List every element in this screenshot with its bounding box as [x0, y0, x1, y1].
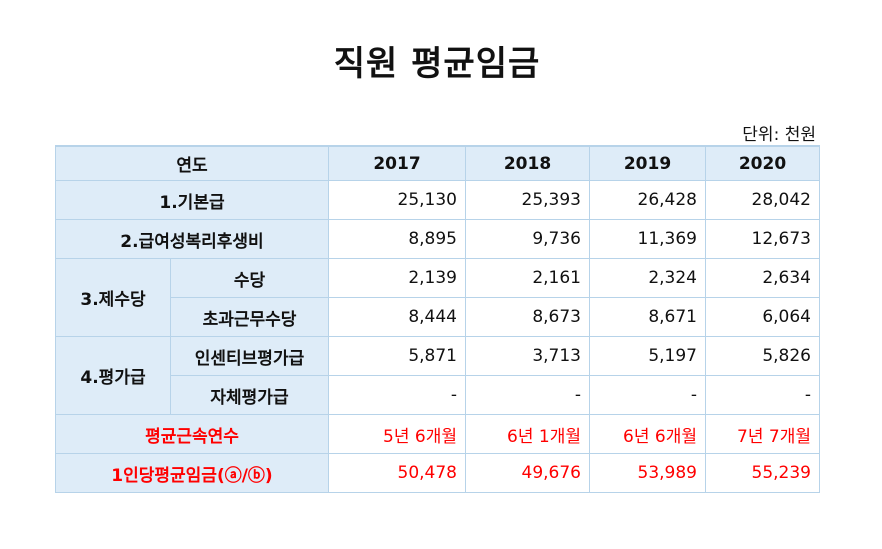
row-group-allowances: 3.제수당	[55, 258, 171, 337]
table-cell: 8,895	[328, 219, 466, 259]
table-cell: -	[328, 375, 466, 415]
table-row: 자체평가급 - - - -	[56, 375, 820, 415]
table-cell: 9,736	[465, 219, 590, 259]
header-year-2017: 2017	[328, 145, 466, 181]
row-label-overtime: 초과근무수당	[170, 297, 329, 337]
table-cell: 55,239	[705, 453, 820, 493]
table-cell: 5,826	[705, 336, 820, 376]
table-cell: 8,673	[465, 297, 590, 337]
table-cell: 25,393	[465, 180, 590, 220]
header-year-2019: 2019	[589, 145, 706, 181]
table-cell: 6년 1개월	[465, 414, 590, 454]
table-cell: 5,197	[589, 336, 706, 376]
table-row: 1인당평균임금(ⓐ/ⓑ) 50,478 49,676 53,989 55,239	[55, 453, 820, 493]
table-cell: -	[465, 375, 590, 415]
table-cell: -	[589, 375, 706, 415]
table-cell: 2,161	[465, 258, 590, 298]
table-cell: 6년 6개월	[589, 414, 706, 454]
row-label-tenure: 평균근속연수	[55, 414, 329, 454]
table-cell: 11,369	[589, 219, 706, 259]
unit-label: 단위: 천원	[742, 125, 816, 145]
table-cell: 2,139	[328, 258, 466, 298]
table-cell: 25,130	[328, 180, 466, 220]
table-cell: 2,634	[705, 258, 820, 298]
table-row: 2.급여성복리후생비 8,895 9,736 11,369 12,673	[55, 219, 820, 259]
row-label-base-pay: 1.기본급	[55, 180, 329, 220]
table-cell: 6,064	[705, 297, 820, 337]
table-row: 1.기본급 25,130 25,393 26,428 28,042	[55, 180, 820, 220]
header-year-2018: 2018	[465, 145, 590, 181]
row-label-self-evaluation: 자체평가급	[170, 375, 329, 415]
table-cell: 12,673	[705, 219, 820, 259]
header-year-2020: 2020	[705, 145, 820, 181]
table-cell: -	[705, 375, 820, 415]
table-cell: 2,324	[589, 258, 706, 298]
header-year-label: 연도	[55, 145, 329, 181]
table-cell: 5년 6개월	[328, 414, 466, 454]
table-cell: 8,671	[589, 297, 706, 337]
table-row: 평균근속연수 5년 6개월 6년 1개월 6년 6개월 7년 7개월	[55, 414, 820, 454]
table-cell: 53,989	[589, 453, 706, 493]
page-title: 직원 평균임금	[333, 44, 541, 84]
table-row: 4.평가급 인센티브평가급 5,871 3,713 5,197 5,826	[55, 336, 820, 415]
table-cell: 5,871	[328, 336, 466, 376]
wage-table: 연도 2017 2018 2019 2020 1.기본급 25,130 25,3…	[55, 145, 820, 493]
table-cell: 3,713	[465, 336, 590, 376]
table-cell: 49,676	[465, 453, 590, 493]
table-cell: 7년 7개월	[705, 414, 820, 454]
table-row: 3.제수당 수당 2,139 2,161 2,324 2,634	[55, 258, 820, 337]
row-label-allowance: 수당	[170, 258, 329, 298]
table-cell: 8,444	[328, 297, 466, 337]
row-label-welfare: 2.급여성복리후생비	[55, 219, 329, 259]
table-row: 초과근무수당 8,444 8,673 8,671 6,064	[56, 297, 820, 337]
row-label-average-wage: 1인당평균임금(ⓐ/ⓑ)	[55, 453, 329, 493]
table-header-row: 연도 2017 2018 2019 2020	[55, 145, 820, 181]
table-cell: 50,478	[328, 453, 466, 493]
table-cell: 26,428	[589, 180, 706, 220]
table-cell: 28,042	[705, 180, 820, 220]
row-label-incentive: 인센티브평가급	[170, 336, 329, 376]
row-group-evaluation-pay: 4.평가급	[55, 336, 171, 415]
